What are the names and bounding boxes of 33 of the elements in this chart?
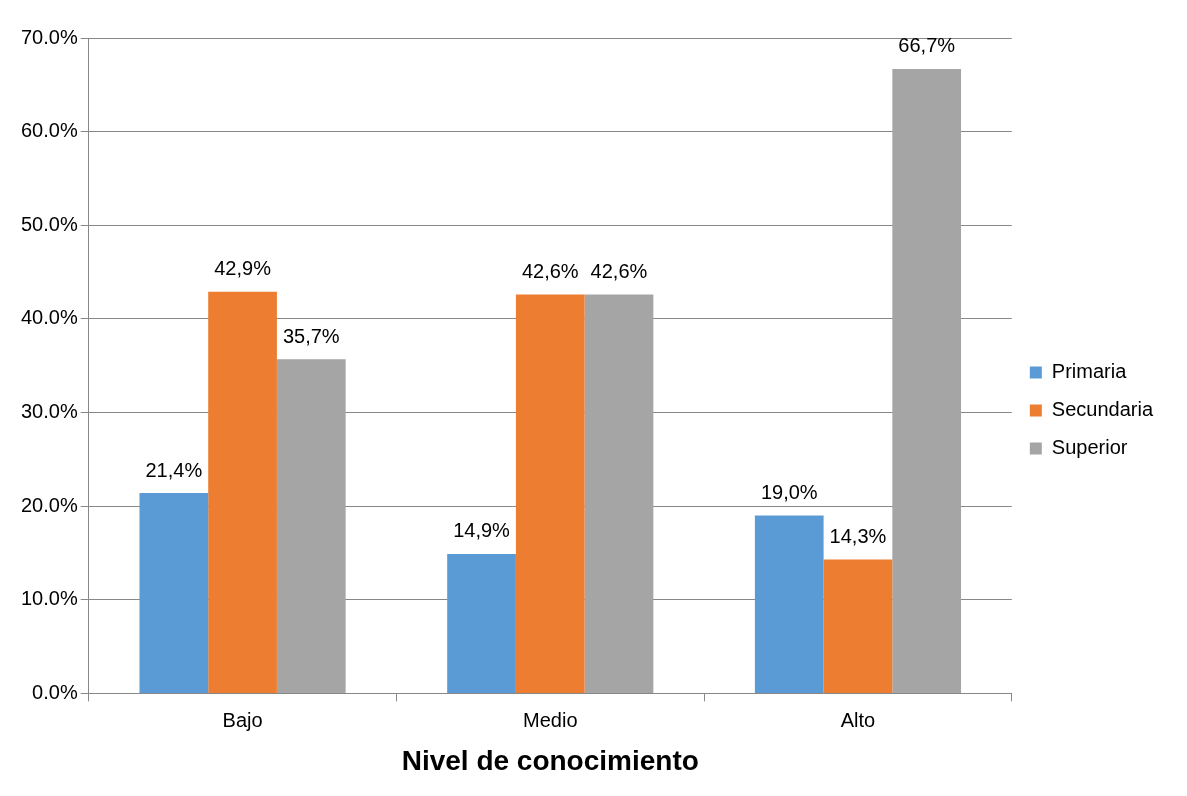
data-label: 42,6%	[521, 260, 579, 283]
y-tick-label: 60.0%	[20, 119, 78, 142]
x-axis-title: Nivel de conocimiento	[401, 744, 699, 776]
bar	[892, 68, 962, 693]
bar	[823, 559, 893, 693]
bar	[139, 493, 209, 693]
data-label: 35,7%	[282, 324, 340, 347]
y-tick-label: 30.0%	[20, 400, 78, 423]
bar	[515, 294, 585, 693]
x-tick-label: Medio	[523, 708, 578, 731]
data-label: 21,4%	[145, 458, 203, 481]
y-tick-label: 10.0%	[20, 587, 78, 610]
data-label: 42,9%	[214, 257, 272, 280]
data-label: 14,3%	[829, 525, 887, 548]
legend-label: Superior	[1051, 436, 1128, 459]
bar	[754, 515, 824, 693]
y-tick-label: 50.0%	[20, 212, 78, 235]
data-label: 66,7%	[898, 34, 956, 57]
y-tick-label: 40.0%	[20, 306, 78, 329]
bar	[584, 294, 654, 693]
y-tick-label: 0.0%	[32, 680, 78, 703]
data-label: 19,0%	[760, 481, 818, 504]
x-tick-label: Alto	[840, 708, 876, 731]
data-label: 42,6%	[590, 260, 648, 283]
bar	[208, 291, 277, 693]
legend-label: Primaria	[1051, 360, 1128, 383]
legend-label: Secundaria	[1051, 398, 1154, 421]
x-tick-label: Bajo	[222, 708, 263, 731]
bar	[276, 359, 346, 693]
data-label: 14,9%	[453, 519, 511, 542]
y-tick-label: 70.0%	[20, 25, 78, 48]
y-tick-label: 20.0%	[20, 493, 78, 516]
bar	[447, 553, 516, 693]
